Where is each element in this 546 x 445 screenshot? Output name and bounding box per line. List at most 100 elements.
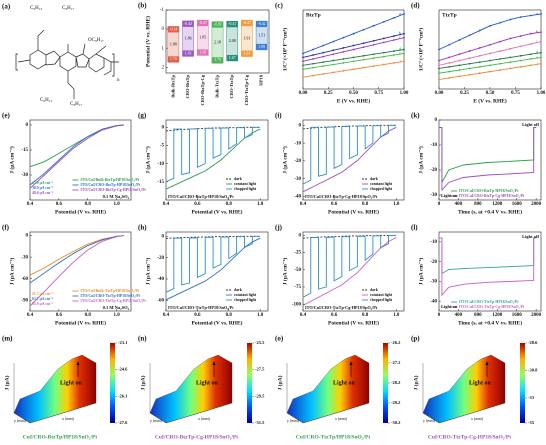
lumo-label: -0.47 xyxy=(199,21,207,25)
y-axis-label: J (μA cm⁻²) xyxy=(8,258,15,286)
z-axis-label: J (μA) xyxy=(139,375,146,390)
point xyxy=(393,54,395,56)
caption: CuI/CRO-TtzTp-Cg-HP18/SnO₂/Pt xyxy=(428,434,511,440)
y-tick-label: -20 xyxy=(294,159,301,164)
lumo-label: -0.42 xyxy=(258,22,266,26)
point xyxy=(302,76,304,79)
point xyxy=(362,28,365,31)
y-tick-label: -15 xyxy=(21,148,28,153)
colorbar-tick-label: -29.2 xyxy=(391,400,401,405)
point xyxy=(540,51,542,54)
point xyxy=(519,16,522,19)
x-tick-label: 2000 xyxy=(531,202,542,207)
point xyxy=(403,36,405,39)
lumo-level xyxy=(167,26,179,33)
gap-label: 2.08 xyxy=(229,38,236,43)
colorbar xyxy=(110,343,115,423)
axis-box xyxy=(286,363,370,424)
legend-label: f xyxy=(400,58,402,63)
point xyxy=(352,44,355,47)
point xyxy=(509,18,512,21)
point xyxy=(403,32,405,35)
point xyxy=(403,13,405,15)
surface xyxy=(422,354,506,424)
point xyxy=(468,57,471,60)
panel-label: (d) xyxy=(411,2,420,10)
legend-label: b xyxy=(536,29,539,34)
legend-label: ITO/CuI/CRO-TtzTp-HP18/SnO₂/Pt xyxy=(459,300,519,304)
point xyxy=(509,47,512,50)
x-axis-label: E (V vs. RHE) xyxy=(473,97,507,104)
point xyxy=(332,40,335,43)
x-tick-label: 1.0 xyxy=(393,313,400,318)
point xyxy=(529,64,532,67)
legend-label: constant light xyxy=(234,293,257,297)
y-tick-label: 0 xyxy=(435,118,438,123)
point xyxy=(540,56,542,59)
legend-label: ITO/CuI/CRO-BtzTp-Cg-HP18/SnO₂/Pt xyxy=(459,194,525,198)
legend-label: chopped light xyxy=(234,298,257,302)
annotation: Light off xyxy=(522,122,539,127)
y-tick-label: -30 xyxy=(21,173,28,178)
point xyxy=(458,75,461,78)
point xyxy=(342,47,345,49)
x-tick-label: 800 xyxy=(474,313,482,318)
point xyxy=(529,32,532,35)
gap-label: 1.51 xyxy=(258,32,265,37)
point xyxy=(519,35,522,37)
point xyxy=(352,68,355,71)
legend-label: dark xyxy=(234,177,243,181)
x-tick-label: 1200 xyxy=(492,202,503,207)
axis-box xyxy=(13,363,97,424)
plot-frame xyxy=(302,231,405,312)
point xyxy=(478,47,481,49)
x-tick-label: 1.0 xyxy=(257,313,264,318)
y-axis-label: 1/C² (×10⁹ F⁻²cm⁴) xyxy=(417,28,424,71)
point xyxy=(499,50,502,52)
plot-frame xyxy=(165,119,269,201)
x-axis-label: x (mm) xyxy=(335,416,348,421)
caption: CuI/CRO-TtzTp/HP18/SnO₂/Pt xyxy=(296,434,371,440)
x-axis-label: Potential (V vs. RHE) xyxy=(55,208,106,215)
legend-label: d xyxy=(536,50,539,55)
legend-label: chopped light xyxy=(370,298,393,302)
homo-label: 1.38 xyxy=(199,50,206,54)
legend-label: c xyxy=(399,35,401,40)
lumo-level xyxy=(182,20,194,27)
caption: CuI/CRO-BtzTp/HP18/SnO₂/Pt xyxy=(23,434,98,440)
point xyxy=(352,48,355,51)
legend-label: dark xyxy=(370,288,379,292)
point xyxy=(478,61,481,64)
point xyxy=(312,58,314,60)
x-tick-label: 1.0 xyxy=(113,202,120,207)
arrow-head xyxy=(212,361,216,365)
x-tick-label: 1600 xyxy=(512,313,523,318)
point xyxy=(372,53,375,56)
y-axis-label: J (μA cm⁻²) xyxy=(417,146,424,174)
x-tick-label: 0.4 xyxy=(27,202,34,207)
note: 40.6 μA cm⁻² xyxy=(32,191,54,195)
y-tick-label: -1 xyxy=(160,8,165,13)
gap-label: 1.91 xyxy=(243,35,250,40)
lumo-level xyxy=(241,20,253,27)
point xyxy=(499,62,502,65)
colorbar-tick-label: -27.6 xyxy=(118,420,128,425)
arrow-head xyxy=(76,361,80,365)
y-tick-label: -40 xyxy=(430,299,437,304)
caption: ITO/CuI/CRO-TtzTp-HP18/SnO₂/Pt xyxy=(168,305,234,310)
x-tick-label: 1.0 xyxy=(113,313,120,318)
point xyxy=(478,65,481,68)
point xyxy=(312,74,314,77)
x-tick-label: 0.50 xyxy=(349,91,358,96)
y-tick-label: -30 xyxy=(430,280,437,285)
point xyxy=(302,68,304,71)
point xyxy=(332,71,335,74)
y-tick-label: -60 xyxy=(157,298,164,303)
point xyxy=(519,65,522,68)
y-axis-label: y (mm) xyxy=(150,418,163,423)
x-axis-label: E (V vs. RHE) xyxy=(337,97,371,104)
surface xyxy=(286,354,370,424)
plot-frame xyxy=(438,119,542,201)
plot-frame xyxy=(165,9,270,74)
x-tick-label: 0.4 xyxy=(163,202,170,207)
